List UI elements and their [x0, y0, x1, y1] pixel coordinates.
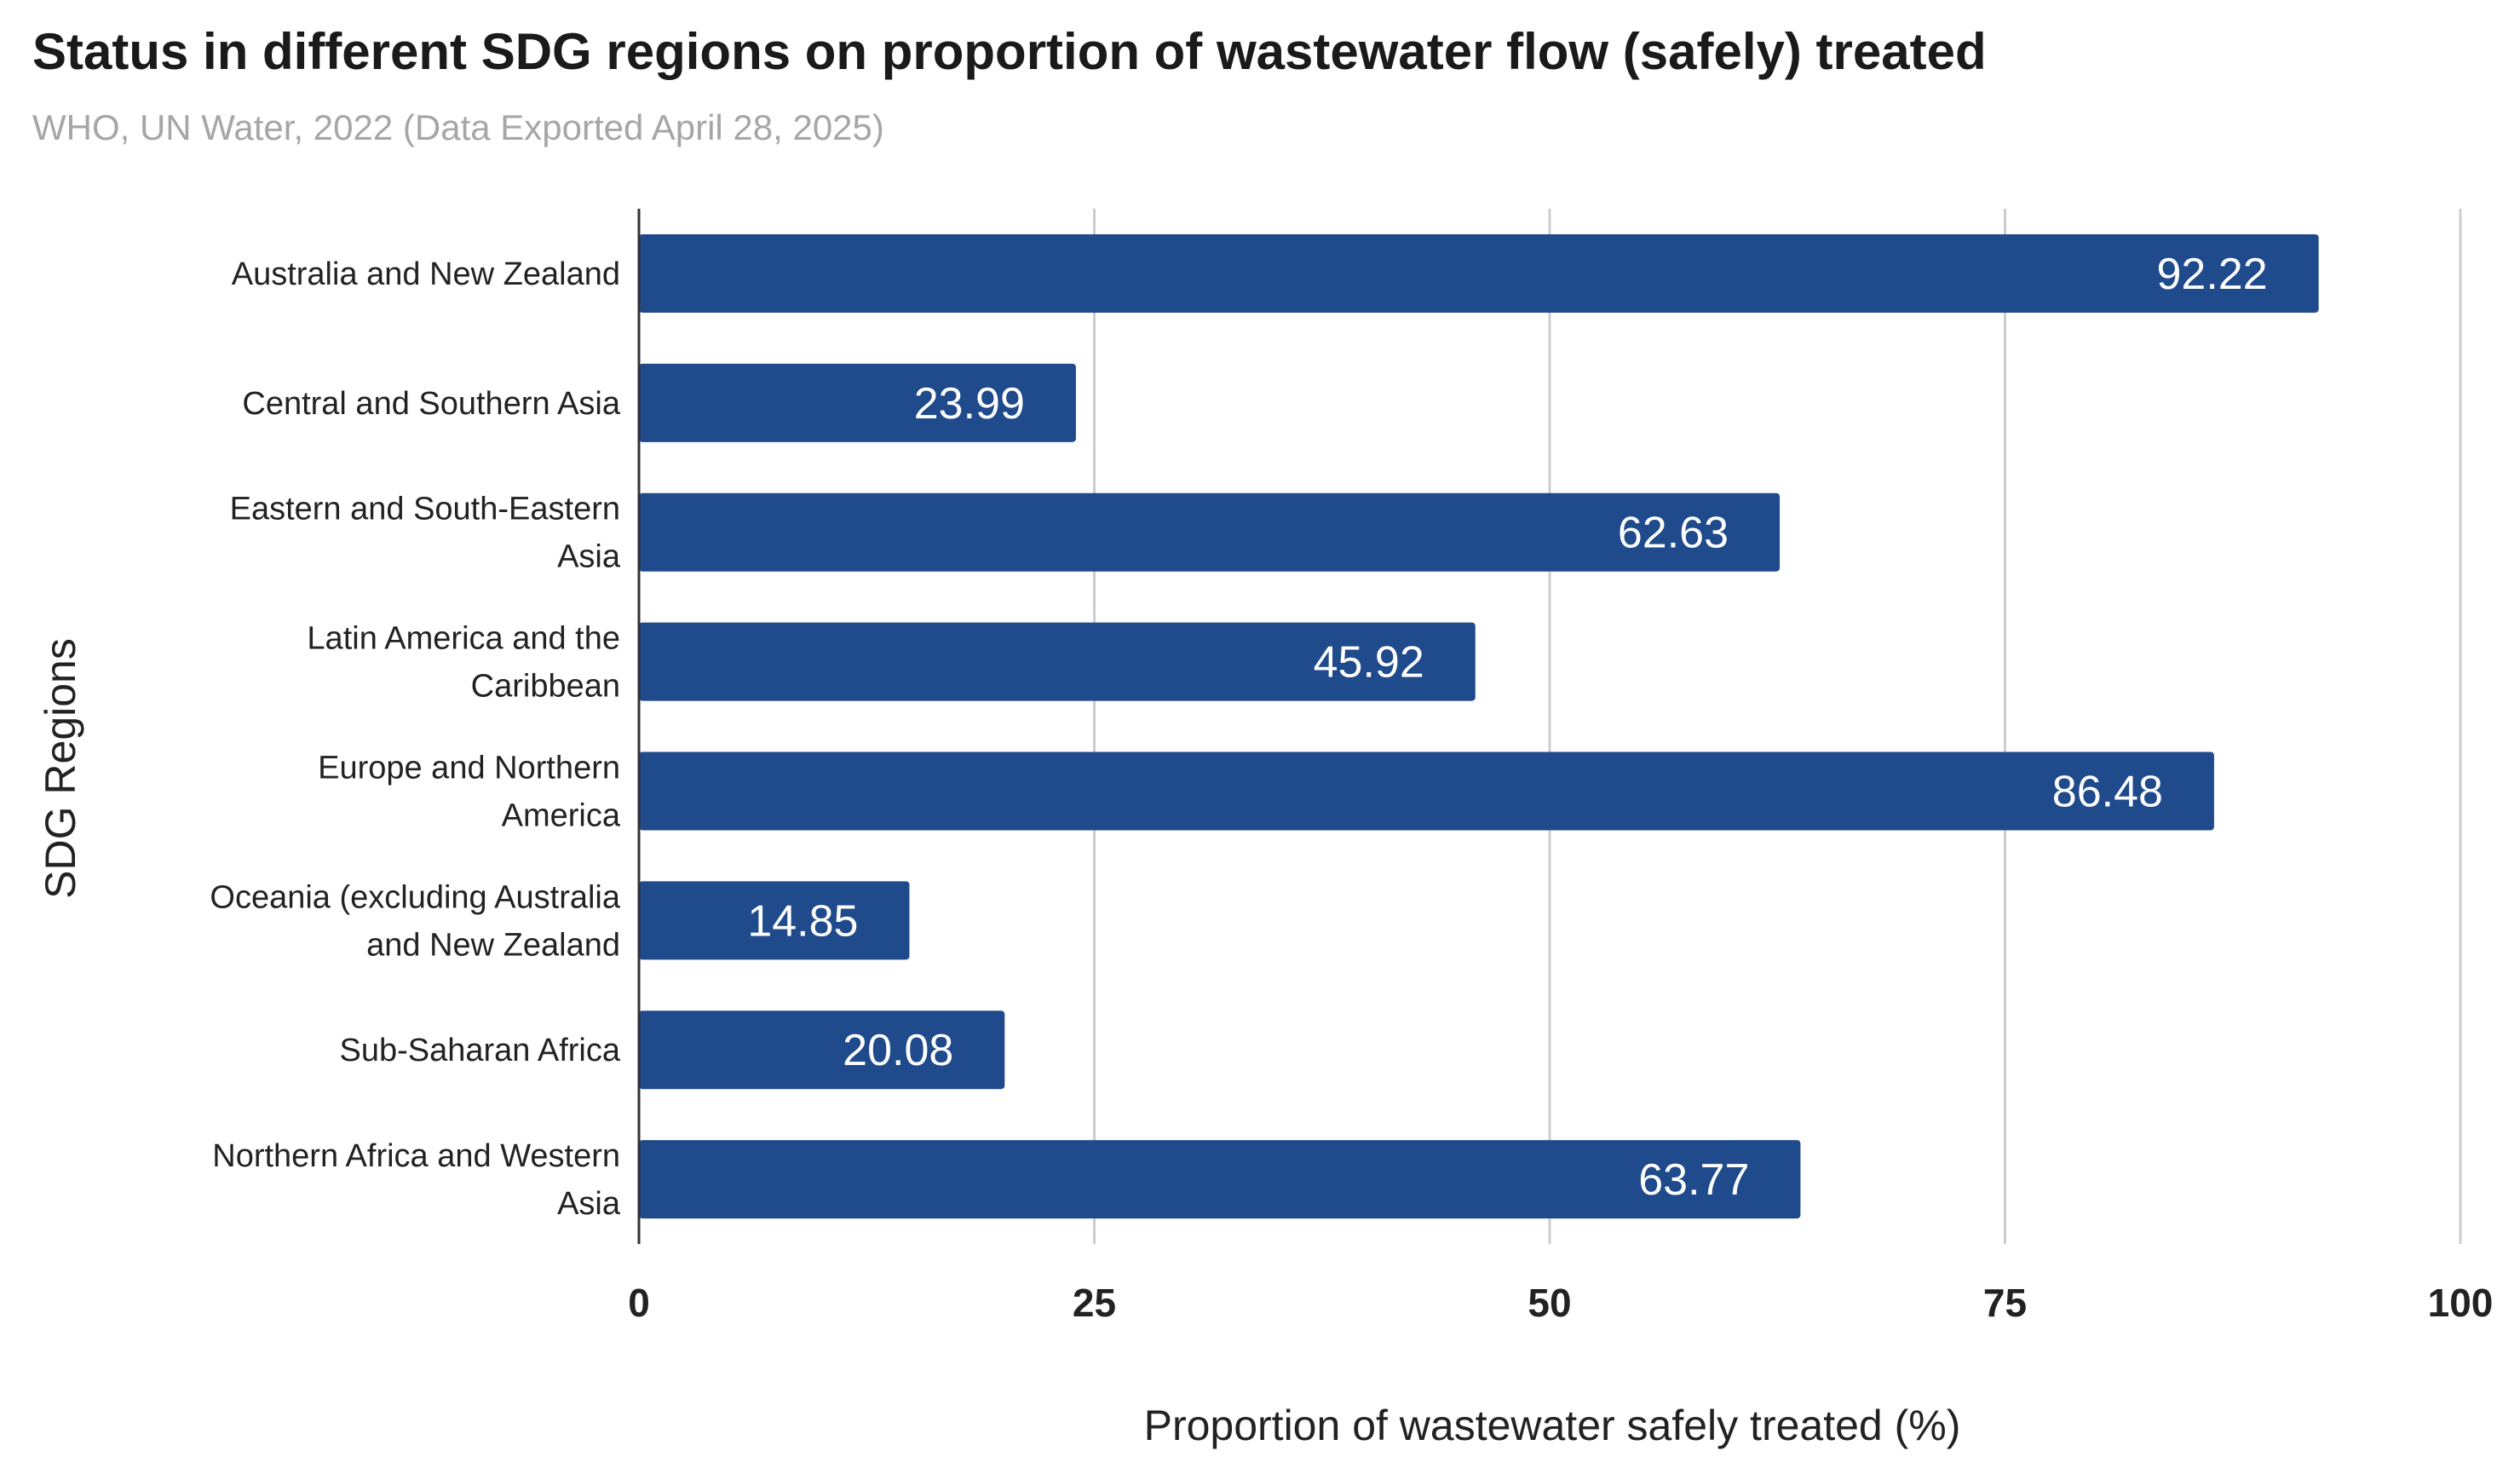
bars: 92.22 23.99 62.63 45.92 86.48 14.85 20.08 63.77	[639, 233, 2319, 1219]
category-label-line: Latin America and the	[307, 621, 620, 657]
x-tick-label: 0	[628, 1281, 650, 1325]
category-label: Europe and Northern America	[318, 750, 621, 833]
category-label-line: Central and Southern Asia	[242, 386, 620, 422]
x-tick-label: 50	[1528, 1281, 1571, 1325]
category-label-line: Caribbean	[471, 669, 620, 705]
bar	[639, 622, 1476, 701]
bar	[639, 363, 1076, 442]
data-label: 63.77	[1638, 1155, 1749, 1205]
category-label-line: Sub-Saharan Africa	[339, 1033, 620, 1068]
data-label: 45.92	[1314, 638, 1424, 688]
category-label-line: Australia and New Zealand	[232, 256, 620, 292]
category-label-line: Oceania (excluding Australia	[210, 879, 620, 915]
bar	[639, 492, 1781, 572]
bar	[639, 1010, 1005, 1090]
category-label-line: Northern Africa and Western	[212, 1138, 620, 1174]
bar	[639, 751, 2214, 831]
category-label-line: Europe and Northern	[318, 750, 620, 786]
data-label: 86.48	[2052, 767, 2163, 816]
category-label-line: Asia	[557, 539, 621, 575]
category-label: Central and Southern Asia	[242, 386, 620, 422]
chart-title: Status in different SDG regions on propo…	[32, 23, 1987, 80]
data-label: 20.08	[843, 1026, 953, 1075]
x-axis-title: Proportion of wastewater safely treated …	[1144, 1402, 1961, 1449]
x-tick-label: 100	[2428, 1281, 2494, 1325]
category-label: Northern Africa and Western Asia	[212, 1138, 621, 1222]
axes: 0 25 50 75 100 Australia and New Zealand Centr…	[210, 209, 2493, 1325]
y-axis-title: SDG Regions	[37, 638, 84, 899]
data-label: 92.22	[2157, 250, 2268, 299]
bar	[639, 1140, 1801, 1219]
category-label-line: Asia	[557, 1186, 621, 1222]
x-tick-label: 25	[1073, 1281, 1116, 1325]
chart-subtitle: WHO, UN Water, 2022 (Data Exported April…	[32, 107, 884, 147]
category-label: Eastern and South-Eastern Asia	[230, 492, 621, 575]
bar	[639, 881, 910, 960]
data-label: 14.85	[747, 896, 858, 946]
category-label-line: and New Zealand	[366, 927, 620, 963]
category-label: Sub-Saharan Africa	[339, 1033, 620, 1068]
gridlines	[1093, 209, 2462, 1244]
category-label: Latin America and the Caribbean	[307, 621, 620, 705]
category-label-line: America	[502, 797, 621, 833]
category-label-line: Eastern and South-Eastern	[230, 492, 620, 527]
data-label: 62.63	[1618, 509, 1729, 558]
data-label: 23.99	[914, 379, 1025, 429]
category-label: Australia and New Zealand	[232, 256, 620, 292]
bar	[639, 233, 2319, 313]
x-tick-label: 75	[1983, 1281, 2027, 1325]
category-label: Oceania (excluding Australia and New Zeal…	[210, 879, 620, 963]
